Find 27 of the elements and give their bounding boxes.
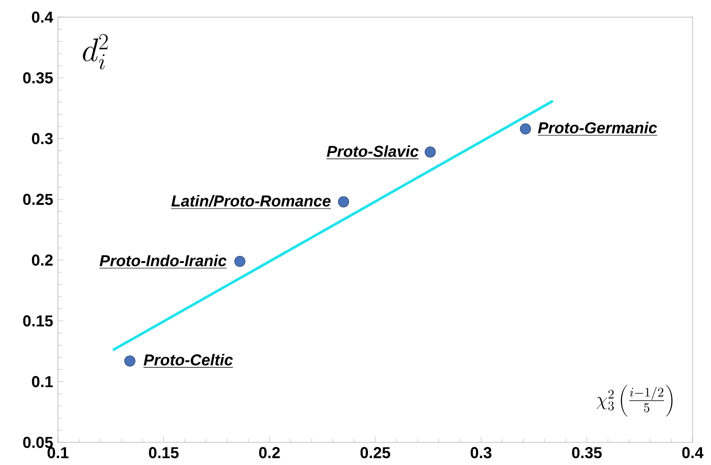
y-tick-label: 0.25 <box>23 194 53 206</box>
y-axis-title: $d_i^2$ <box>82 34 108 70</box>
x-tick-label: 0.1 <box>48 447 68 458</box>
point <box>424 146 436 158</box>
y-tick-label: 0.1 <box>32 376 53 388</box>
point <box>234 256 246 267</box>
x-tick-label: 0.3 <box>470 447 492 458</box>
y-tick-label: 0.15 <box>23 315 53 327</box>
x-tick-label: 0.15 <box>148 447 179 458</box>
x-tick-label: 0.2 <box>259 447 280 458</box>
annotation: Proto-Indo-Iranic <box>100 254 226 266</box>
y-tick-label: 0.3 <box>32 133 53 144</box>
y-tick-label: 0.2 <box>32 254 53 266</box>
annotation: Proto-Germanic <box>538 122 657 134</box>
x-axis-title: $\chi_3^2\left(\frac{i-1/2}{5}\right)$ <box>596 384 672 417</box>
y-tick-label: 0.05 <box>23 436 53 448</box>
annotation: Proto-Slavic <box>326 145 419 158</box>
x-tick-label: 0.35 <box>572 447 602 458</box>
y-tick-label: 0.35 <box>23 72 53 84</box>
y-tick-label: 0.4 <box>32 12 54 23</box>
x-tick-label: 0.25 <box>360 447 390 458</box>
x-tick-label: 0.4 <box>682 447 704 458</box>
annotation: Latin/Proto-Romance <box>171 195 331 207</box>
point <box>520 123 531 135</box>
point <box>124 356 136 367</box>
annotation: Proto-Celtic <box>144 354 233 366</box>
point <box>338 196 350 208</box>
